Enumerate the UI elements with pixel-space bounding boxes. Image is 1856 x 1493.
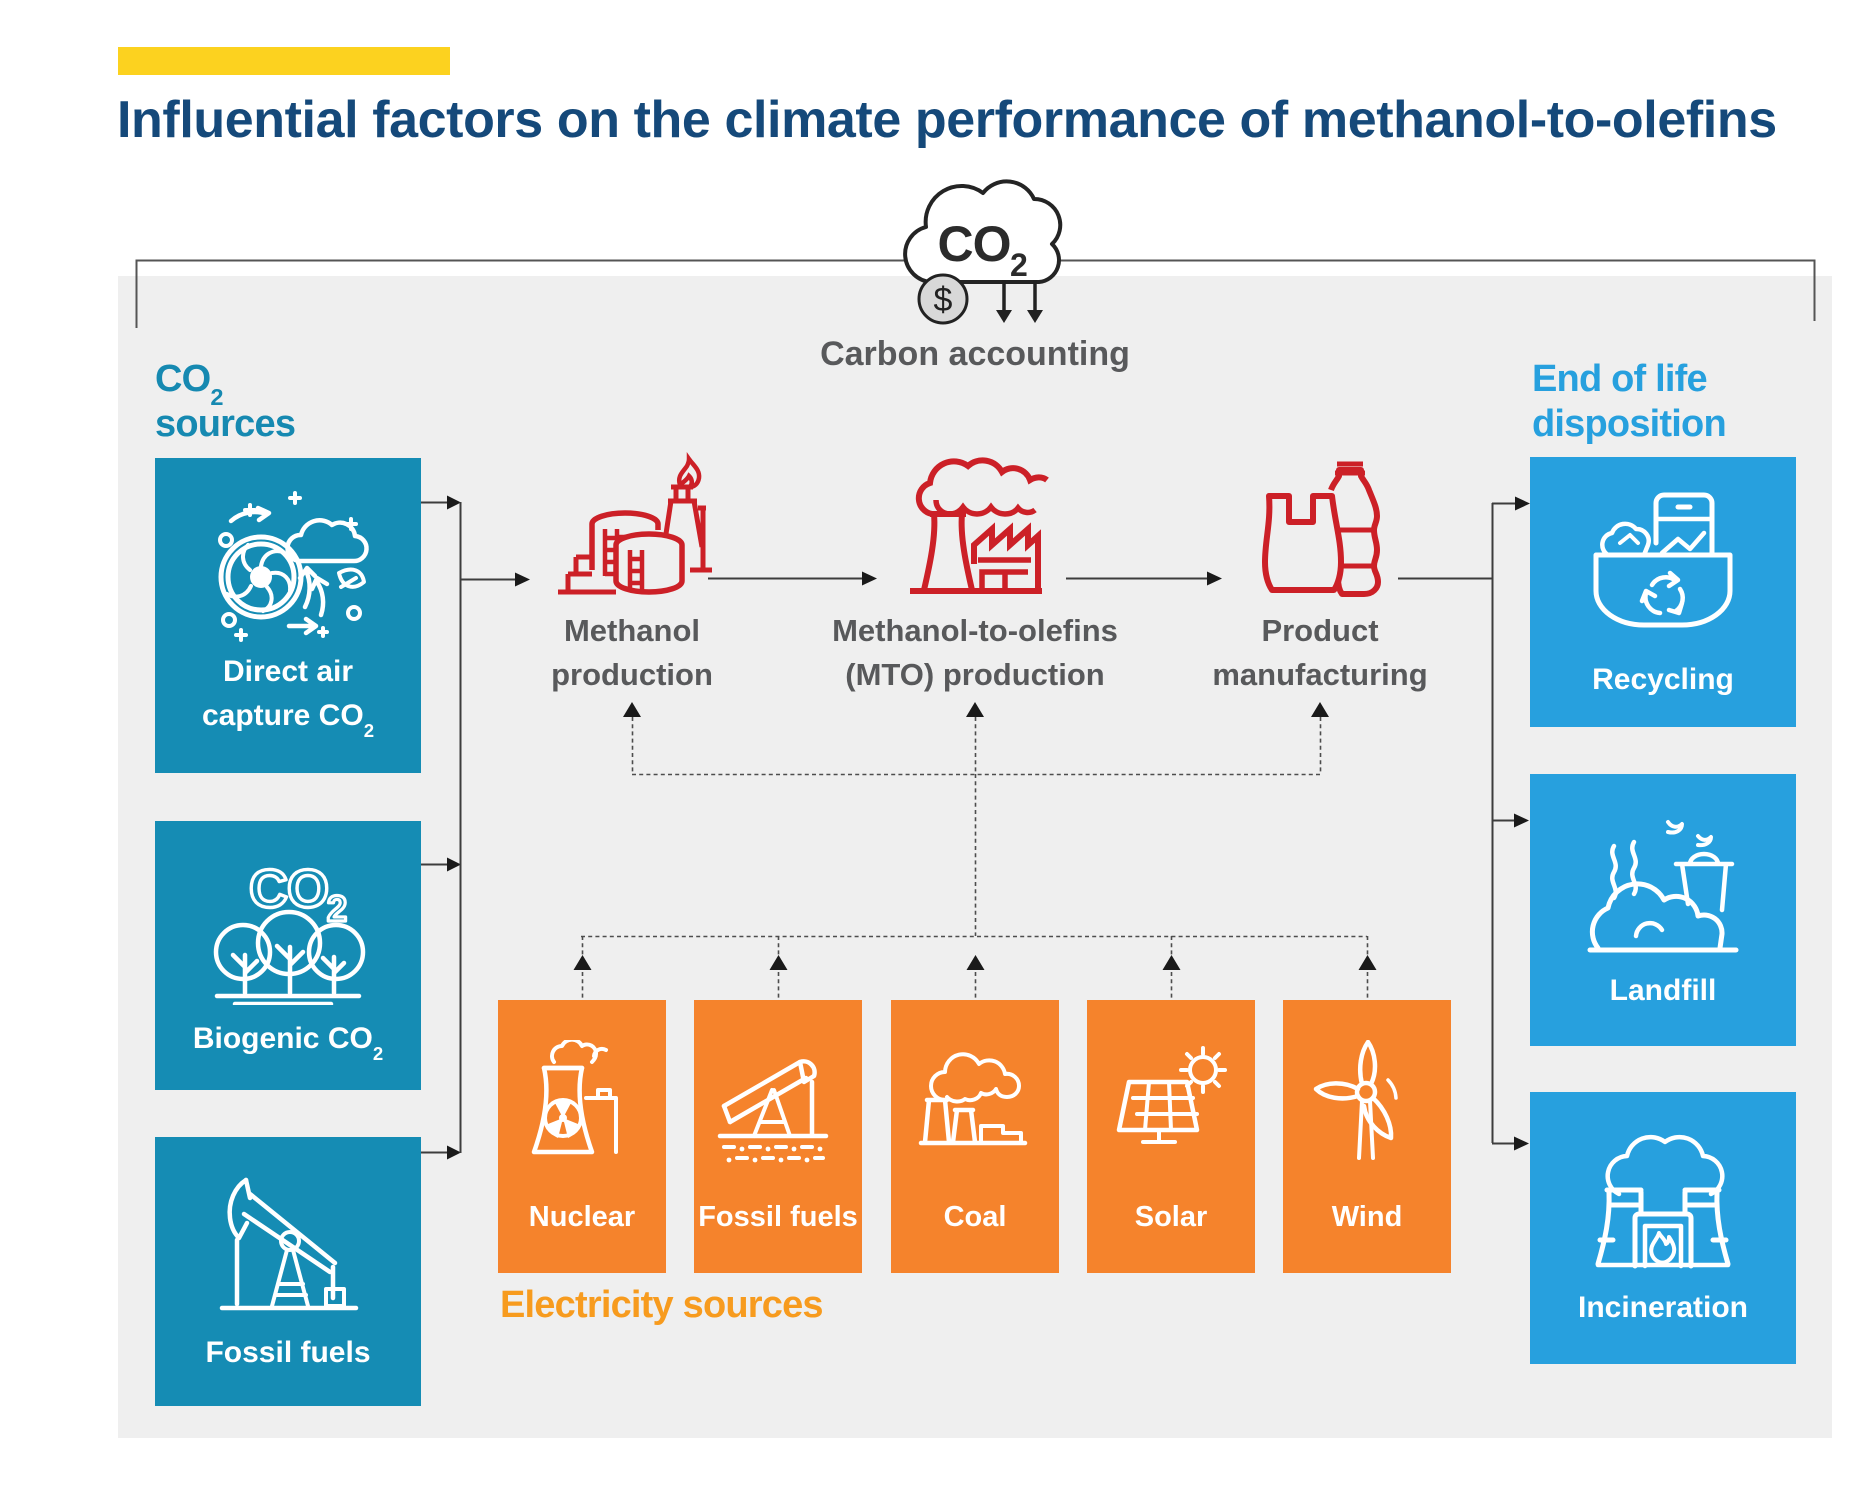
svg-text:2: 2 [327, 888, 347, 929]
svg-text:CO: CO [938, 216, 1011, 272]
svg-text:2: 2 [1010, 247, 1028, 283]
svg-text:$: $ [934, 281, 953, 319]
